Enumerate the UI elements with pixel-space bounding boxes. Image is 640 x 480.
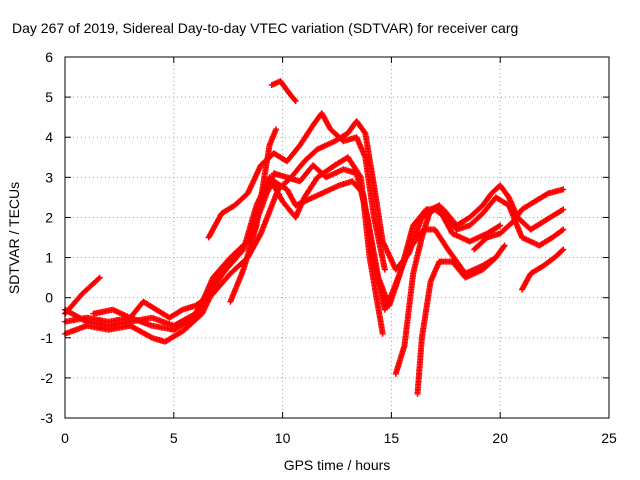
data-point xyxy=(500,243,507,250)
series-7 xyxy=(227,126,280,305)
y-tick-label: 6 xyxy=(45,49,53,65)
data-point xyxy=(559,247,566,254)
data-point xyxy=(96,274,103,281)
series-8 xyxy=(268,78,299,105)
series-5 xyxy=(90,118,567,321)
data-layer xyxy=(62,78,567,397)
y-tick-label: 1 xyxy=(45,250,53,266)
x-tick-label: 15 xyxy=(384,430,400,446)
y-tick-label: 4 xyxy=(45,129,53,145)
data-point xyxy=(560,206,567,213)
data-point xyxy=(292,98,299,105)
y-tick-label: 0 xyxy=(45,290,53,306)
x-tick-label: 25 xyxy=(601,430,617,446)
series-10 xyxy=(414,242,508,397)
x-tick-label: 20 xyxy=(492,430,508,446)
series-12 xyxy=(471,186,567,253)
data-point xyxy=(560,186,567,193)
series-11 xyxy=(440,182,567,233)
y-tick-label: 2 xyxy=(45,209,53,225)
data-point xyxy=(273,126,280,133)
data-point xyxy=(560,246,567,253)
y-tick-label: -3 xyxy=(41,410,54,426)
data-point xyxy=(497,222,504,229)
data-point xyxy=(379,330,386,337)
chart-title: Day 267 of 2019, Sidereal Day-to-day VTE… xyxy=(12,20,518,36)
series-6 xyxy=(205,110,388,273)
y-tick-label: 5 xyxy=(45,89,53,105)
data-point xyxy=(559,227,566,234)
data-point xyxy=(291,97,298,103)
series-13 xyxy=(519,246,567,293)
series-9 xyxy=(392,202,451,377)
data-point xyxy=(501,242,508,249)
data-point xyxy=(560,226,567,233)
y-tick-label: -2 xyxy=(41,370,54,386)
data-point xyxy=(381,266,388,273)
x-axis-label: GPS time / hours xyxy=(284,457,391,473)
y-tick-label: -1 xyxy=(41,330,54,346)
plot-frame xyxy=(64,56,610,419)
ticks: 0 5 10 15 20 25 -3 -2 -1 0 1 2 3 4 5 6 xyxy=(41,49,617,446)
y-axis-label: SDTVAR / TECUs xyxy=(6,182,22,294)
x-tick-label: 0 xyxy=(61,430,69,446)
y-tick-label: 3 xyxy=(45,169,53,185)
data-point xyxy=(95,275,102,282)
x-tick-label: 5 xyxy=(170,430,178,446)
series-4 xyxy=(62,154,386,337)
x-tick-label: 10 xyxy=(275,430,291,446)
